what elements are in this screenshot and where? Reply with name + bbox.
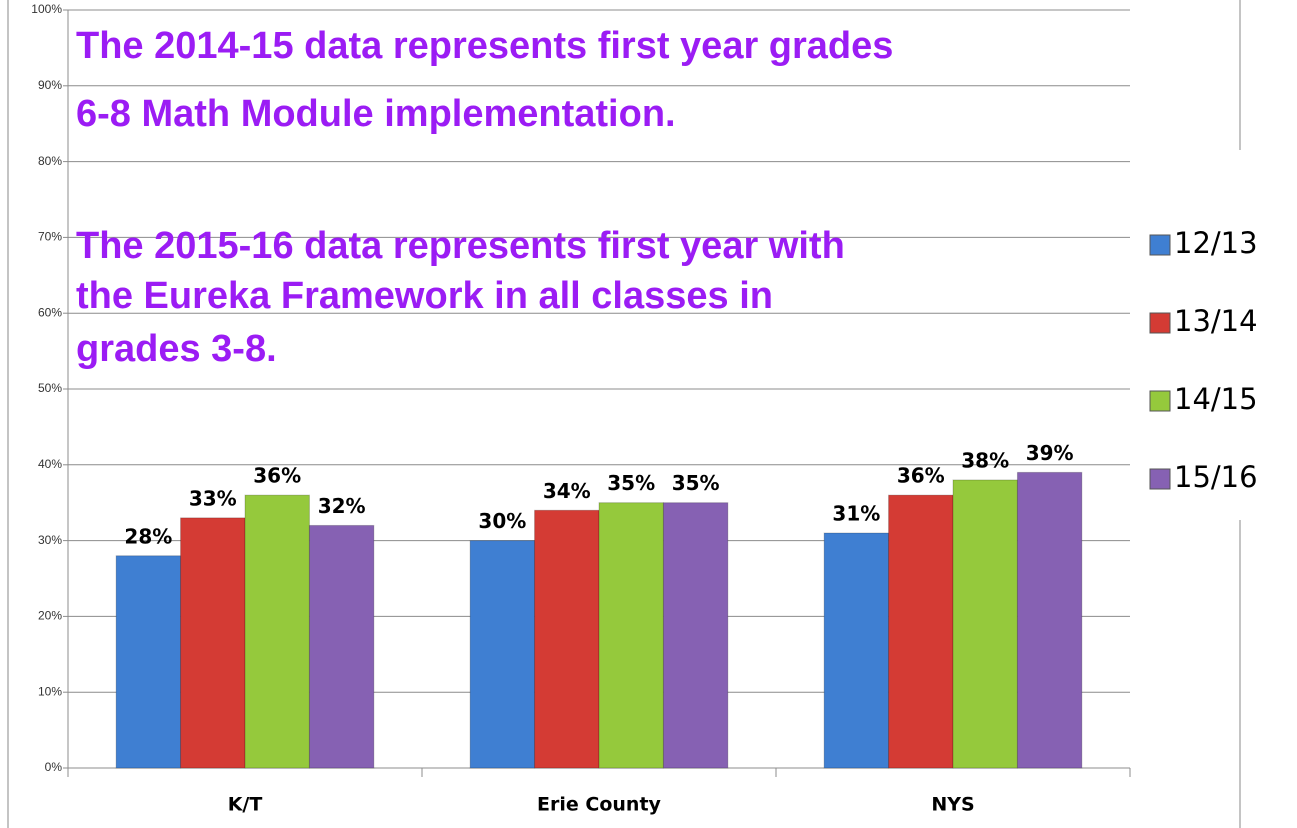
bar (662, 502, 729, 769)
data-label: 31% (832, 502, 880, 526)
bar (115, 555, 182, 769)
x-tick-label: NYS (931, 794, 974, 816)
legend-swatch (1149, 468, 1171, 490)
x-tick-label: Erie County (537, 794, 661, 816)
data-label: 30% (478, 509, 526, 533)
data-label: 36% (897, 464, 945, 488)
bar (308, 524, 375, 769)
data-label: 35% (672, 471, 720, 495)
x-tick-label: K/T (228, 794, 263, 816)
bar (888, 494, 954, 769)
y-tick-label: 0% (45, 760, 63, 774)
legend-label: 15/16 (1174, 460, 1258, 494)
legend-swatch (1149, 312, 1171, 334)
y-tick-label: 90% (38, 78, 62, 92)
bar (469, 540, 536, 769)
bar (598, 502, 664, 769)
bar (180, 517, 246, 769)
annotation: 6-8 Math Module implementation. (76, 93, 676, 135)
y-tick-label: 40% (38, 457, 62, 471)
bar (244, 494, 310, 769)
annotation: grades 3-8. (76, 328, 277, 370)
legend-label: 14/15 (1174, 382, 1258, 416)
data-label: 35% (607, 471, 655, 495)
bar (534, 509, 600, 769)
y-tick-label: 50% (38, 381, 62, 395)
bar (823, 532, 890, 769)
data-label: 39% (1026, 441, 1074, 465)
legend-swatch (1149, 234, 1171, 256)
y-tick-label: 20% (38, 609, 62, 623)
data-label: 28% (124, 524, 172, 548)
y-tick-label: 100% (31, 2, 62, 16)
data-label: 38% (961, 448, 1009, 472)
legend-label: 13/14 (1174, 304, 1258, 338)
annotation: the Eureka Framework in all classes in (76, 275, 773, 317)
data-label: 34% (543, 479, 591, 503)
data-label: 36% (253, 464, 301, 488)
bar (1016, 471, 1083, 769)
legend-swatch (1149, 390, 1171, 412)
y-tick-label: 70% (38, 230, 62, 244)
bar (952, 479, 1018, 769)
annotation: The 2014-15 data represents first year g… (76, 25, 893, 67)
y-tick-label: 10% (38, 684, 62, 698)
data-label: 33% (189, 486, 237, 510)
data-label: 32% (318, 494, 366, 518)
y-tick-label: 30% (38, 533, 62, 547)
legend-label: 12/13 (1174, 226, 1258, 260)
y-tick-label: 80% (38, 154, 62, 168)
annotation: The 2015-16 data represents first year w… (76, 225, 845, 267)
y-tick-label: 60% (38, 305, 62, 319)
